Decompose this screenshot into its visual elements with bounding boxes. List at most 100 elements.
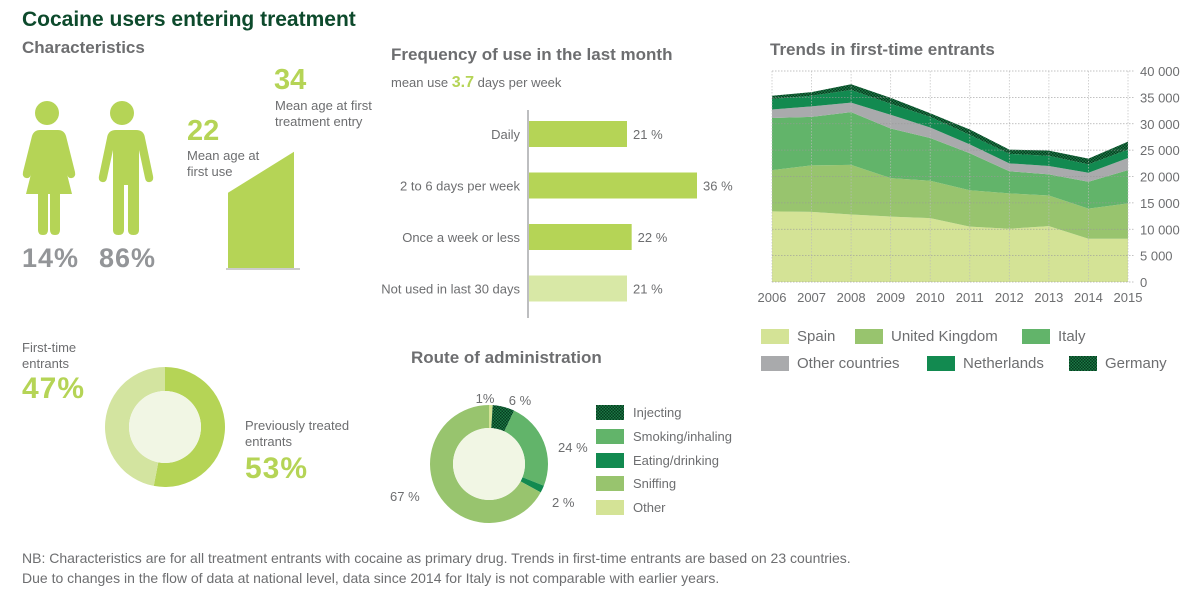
frequency-bar-chart: Daily 21 % 2 to 6 days per week 36 % Once a … [381, 110, 733, 318]
legend-italy: Italy [1022, 328, 1086, 345]
subtitle-prefix: mean use [391, 75, 449, 90]
age-first-use-label: Mean age at first use [187, 148, 259, 180]
area-italy [772, 112, 1128, 209]
y-tick-label: 35 000 [1140, 90, 1180, 105]
route-legend-label: Sniffing [633, 476, 677, 491]
x-tick-label: 2013 [1034, 290, 1063, 305]
y-tick-label: 0 [1140, 275, 1147, 290]
first-time-label: First-time entrants [22, 340, 76, 372]
donut-center [129, 391, 201, 463]
y-tick-label: 20 000 [1140, 170, 1180, 185]
route-title: Route of administration [411, 348, 602, 367]
age-first-use-label-line2: first use [187, 164, 233, 179]
y-tick-label: 10 000 [1140, 222, 1180, 237]
gender-icons [22, 101, 154, 235]
legend-label: Other countries [797, 355, 900, 372]
x-tick-label: 2011 [956, 290, 984, 305]
previously-treated-label-line1: Previously treated [245, 418, 350, 433]
legend-swatch-spain [761, 329, 789, 344]
female-icon [22, 101, 76, 235]
area-germany [772, 84, 1128, 165]
bar-category-label: Daily [491, 127, 520, 142]
previously-treated-pct: 53% [245, 452, 309, 485]
bar-category-label: Once a week or less [402, 230, 520, 245]
subtitle-suffix: days per week [477, 75, 562, 90]
route-legend-label: Eating/drinking [633, 453, 719, 468]
route-swatch-smoking [596, 429, 624, 444]
entrant-status-donut [104, 367, 225, 487]
age-first-use-value: 22 [187, 115, 220, 147]
route-value-label: 67 % [390, 489, 420, 504]
route-legend-smoking: Smoking/inhaling [596, 429, 732, 444]
y-tick-label: 25 000 [1140, 143, 1180, 158]
route-swatch-sniffing [596, 476, 624, 491]
route-legend-label: Other [633, 500, 666, 515]
characteristics-heading: Characteristics [22, 38, 145, 57]
trends-title: Trends in first-time entrants [770, 40, 995, 59]
bar-value-label: 21 % [633, 127, 663, 142]
route-slice-other [489, 405, 493, 429]
route-swatch-injecting [596, 405, 624, 420]
bar-value-label: 36 % [703, 179, 733, 194]
frequency-subtitle: mean use 3.7 days per week [391, 74, 561, 92]
legend-label: Germany [1105, 355, 1167, 372]
route-donut: 1% 6 % 24 % 2 % 67 % [390, 391, 588, 523]
male-pct: 86% [99, 243, 157, 273]
route-value-label: 1% [476, 391, 495, 406]
route-legend-label: Smoking/inhaling [633, 429, 733, 444]
route-legend-label: Injecting [633, 405, 682, 420]
legend-netherlands: Netherlands [927, 355, 1044, 372]
area-other-countries [772, 102, 1128, 182]
legend-label: Spain [797, 328, 836, 345]
donut-slice-first-time [104, 367, 165, 486]
age-first-treatment-value: 34 [274, 64, 307, 96]
legend-swatch-netherlands [927, 356, 955, 371]
x-tick-label: 2008 [837, 290, 866, 305]
route-legend-other: Other [596, 500, 666, 515]
male-icon [98, 101, 154, 235]
route-swatch-other [596, 500, 624, 515]
footnote-1: NB: Characteristics are for all treatmen… [22, 550, 851, 566]
route-legend-injecting: Injecting [596, 405, 681, 420]
y-tick-label: 5 000 [1140, 249, 1173, 264]
legend-united-kingdom: United Kingdom [855, 328, 998, 345]
frequency-title: Frequency of use in the last month [391, 45, 673, 64]
legend-label: Italy [1058, 328, 1086, 345]
legend-swatch-uk [855, 329, 883, 344]
trends-area-chart: 0 5 000 10 000 15 000 20 000 25 000 30 000 35 0… [758, 64, 1180, 305]
route-slice-sniffing [430, 405, 541, 523]
age-first-treatment-label: Mean age at first treatment entry [275, 98, 372, 130]
area-netherlands [772, 89, 1128, 173]
female-pct: 14% [22, 243, 80, 273]
page-title: Cocaine users entering treatment [22, 8, 356, 31]
previously-treated-label-line2: entrants [245, 434, 292, 449]
legend-label: Netherlands [963, 355, 1044, 372]
bar [529, 121, 627, 147]
legend-germany: Germany [1069, 355, 1167, 372]
y-tick-label: 15 000 [1140, 196, 1180, 211]
route-slice-eating-drinking [520, 477, 544, 493]
bar [529, 172, 697, 199]
first-time-pct: 47% [22, 372, 86, 405]
age-first-treatment-label-line1: Mean age at first [275, 98, 372, 113]
first-time-label-line1: First-time [22, 340, 77, 355]
route-legend-eating: Eating/drinking [596, 453, 719, 468]
legend-label: United Kingdom [891, 328, 998, 345]
age-first-treatment-label-line2: treatment entry [275, 114, 363, 129]
route-value-label: 6 % [509, 393, 532, 408]
bar [529, 275, 627, 302]
route-legend-sniffing: Sniffing [596, 476, 676, 491]
bar-value-label: 22 % [638, 230, 668, 245]
y-tick-label: 30 000 [1140, 117, 1180, 132]
previously-treated-label: Previously treated entrants [245, 418, 349, 450]
bar-category-label: Not used in last 30 days [381, 282, 520, 297]
subtitle-mean-value: 3.7 [451, 74, 474, 91]
legend-spain: Spain [761, 328, 835, 345]
route-slice-smoking-inhaling [504, 410, 548, 486]
age-first-use-label-line1: Mean age at [187, 148, 260, 163]
x-tick-label: 2012 [995, 290, 1024, 305]
y-tick-label: 40 000 [1140, 64, 1180, 79]
route-donut-center [453, 428, 525, 500]
area-united-kingdom [772, 164, 1128, 239]
x-tick-label: 2009 [876, 290, 905, 305]
